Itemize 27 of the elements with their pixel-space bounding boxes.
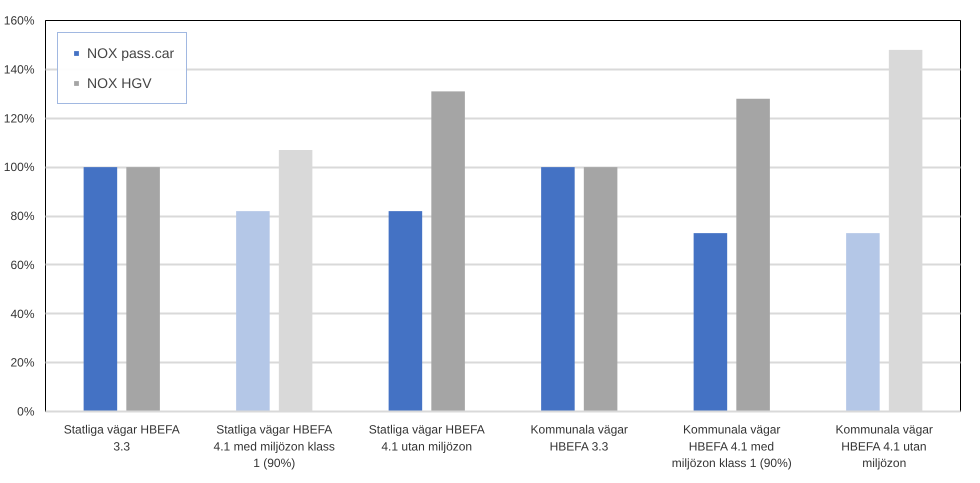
bar (694, 233, 728, 412)
x-tick-label: Statliga vägar HBEFA 4.1 med miljözon klass 1 (90%) (214, 422, 335, 470)
legend-label: NOX HGV (87, 75, 152, 91)
y-tick-label: 60% (10, 258, 35, 272)
y-tick-label: 0% (17, 404, 35, 418)
y-tick-label: 40% (10, 306, 35, 321)
bar (541, 167, 575, 412)
x-tick-label: Kommunala vägar HBEFA 4.1 med miljözon klass 1 (90%) (672, 422, 792, 470)
legend-label: NOX pass.car (87, 45, 174, 61)
x-tick-label: Kommunala vägar HBEFA 4.1 utan miljözon (836, 422, 933, 470)
y-tick-label: 120% (4, 111, 35, 126)
x-tick-label: Kommunala vägar HBEFA 3.3 (530, 422, 628, 454)
x-tick-label: Statliga vägar HBEFA 3.3 (64, 422, 180, 454)
bar (584, 167, 618, 412)
bar (846, 233, 880, 412)
y-tick-label: 20% (10, 356, 35, 370)
bar (388, 211, 422, 412)
y-tick-label: 160% (4, 14, 35, 28)
bar (126, 167, 160, 412)
x-tick-label: Statliga vägar HBEFA 4.1 utan miljözon (368, 422, 485, 454)
y-tick-label: 100% (4, 160, 35, 174)
bar (736, 98, 770, 412)
y-tick-label: 80% (10, 209, 35, 223)
y-tick-label: 140% (4, 62, 35, 76)
bar (236, 211, 270, 412)
bar (84, 167, 118, 412)
bar (431, 91, 465, 412)
